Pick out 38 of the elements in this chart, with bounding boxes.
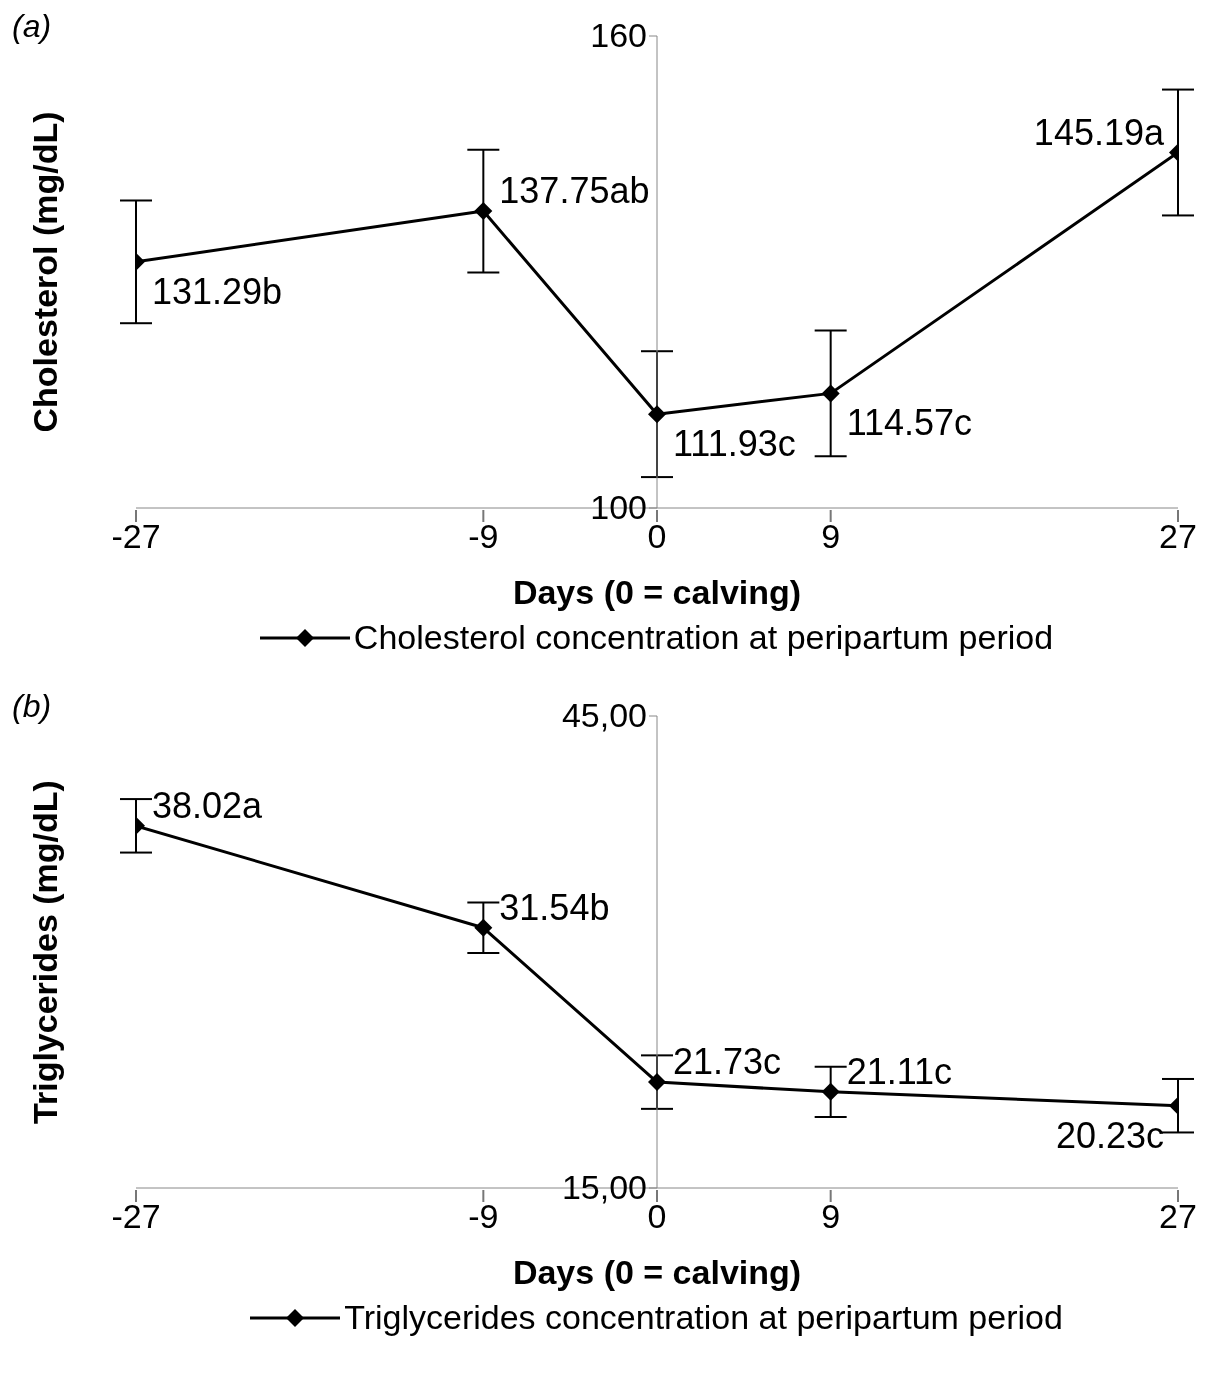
x-tick-label: -27 <box>111 1197 161 1235</box>
data-label: 111.93c <box>673 423 796 465</box>
x-tick-label: -27 <box>111 517 161 555</box>
x-tick-label: -9 <box>468 517 499 555</box>
point <box>474 918 493 937</box>
x-tick-label: 0 <box>647 1197 667 1235</box>
x-tick-label: -9 <box>468 1197 499 1235</box>
y-tick-label: 100 <box>590 488 647 526</box>
data-label: 114.57c <box>846 402 973 444</box>
data-label: 21.73c <box>673 1041 782 1083</box>
text: (a) <box>12 8 52 45</box>
point <box>474 202 493 221</box>
data-label: 21.11c <box>846 1050 953 1092</box>
data-label: 137.75ab <box>499 170 650 212</box>
y-tick-label: 15,00 <box>561 1168 647 1206</box>
x-tick-label: 9 <box>821 517 841 555</box>
y-tick-label: 45,00 <box>561 696 647 734</box>
x-tick-label: 9 <box>821 1197 841 1235</box>
x-tick-label: 27 <box>1159 1197 1197 1235</box>
y-tick-label: 160 <box>590 16 647 54</box>
x-axis-title: Days (0 = calving) <box>512 573 802 611</box>
data-label: 31.54b <box>499 886 610 928</box>
point <box>821 384 840 403</box>
data-label: 20.23c <box>1055 1114 1164 1156</box>
x-tick-label: 27 <box>1159 517 1197 555</box>
legend-label: Cholesterol concentration at peripartum period <box>353 618 1054 657</box>
y-axis-title: Cholesterol (mg/dL) <box>26 111 65 433</box>
text: (b) <box>12 688 52 725</box>
legend-label: Triglycerides concentration at peripartum period <box>344 1298 1063 1337</box>
point <box>648 1073 666 1092</box>
y-axis-title: Triglycerides (mg/dL) <box>26 780 65 1124</box>
x-axis-title: Days (0 = calving) <box>512 1253 802 1291</box>
data-label: 131.29b <box>152 270 283 312</box>
data-label: 145.19a <box>1033 111 1165 153</box>
data-label: 38.02a <box>152 784 264 826</box>
point <box>648 405 666 424</box>
point <box>821 1082 840 1101</box>
x-tick-label: 0 <box>647 517 667 555</box>
